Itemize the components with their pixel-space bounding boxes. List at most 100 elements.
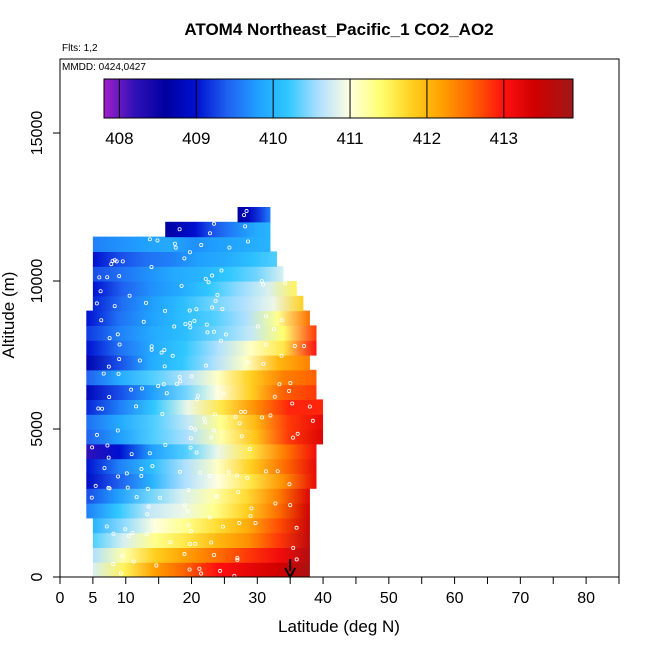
sample-point <box>236 490 241 495</box>
sample-point <box>275 469 280 474</box>
sample-point <box>203 420 208 425</box>
sample-point <box>182 256 187 261</box>
sample-point <box>107 394 112 399</box>
sample-point <box>112 258 117 263</box>
sample-point <box>131 559 136 564</box>
sample-point <box>143 300 148 305</box>
sample-point <box>147 451 152 456</box>
sample-point <box>115 332 120 337</box>
y-tick-label: 0 <box>29 572 46 581</box>
sample-point <box>179 283 184 288</box>
sample-point <box>163 442 168 447</box>
sample-point <box>94 301 99 306</box>
sample-point <box>209 435 214 440</box>
sample-point <box>187 250 192 255</box>
colorbar-tick-label: 409 <box>182 129 210 148</box>
sample-point <box>105 443 110 448</box>
sample-point <box>195 397 200 402</box>
sample-point <box>245 475 250 480</box>
sample-point <box>199 243 204 248</box>
sample-point <box>283 280 288 285</box>
sample-point <box>211 329 216 334</box>
sample-point <box>247 447 252 452</box>
colorbar-tick-label: 411 <box>336 129 363 148</box>
sample-points <box>89 209 315 577</box>
sample-point <box>212 412 217 417</box>
sample-point <box>235 556 240 561</box>
sample-point <box>117 274 122 279</box>
sample-point <box>294 525 299 530</box>
sample-point <box>117 342 122 347</box>
colorbar-tick-label: 408 <box>105 129 133 148</box>
sample-point <box>268 413 273 418</box>
sample-point <box>202 416 207 421</box>
sample-point <box>255 324 260 329</box>
sample-point <box>186 488 191 493</box>
heatmap-layer <box>165 221 271 238</box>
sample-point <box>178 379 183 384</box>
sample-point <box>211 428 216 433</box>
heatmap-layer <box>86 503 310 519</box>
sample-point <box>129 452 134 457</box>
sample-point <box>288 381 293 386</box>
sample-point <box>199 571 204 576</box>
heatmap-layer <box>92 562 310 577</box>
sample-point <box>183 322 188 327</box>
heatmap-layer <box>92 281 297 297</box>
heatmap-layer <box>92 251 278 267</box>
heatmap-layer <box>92 266 284 282</box>
sample-point <box>162 348 167 353</box>
sample-point <box>198 470 203 475</box>
sample-point <box>117 357 122 362</box>
sample-point <box>172 324 177 329</box>
sample-point <box>207 473 212 478</box>
sample-point <box>105 275 110 280</box>
sample-point <box>182 552 187 557</box>
sample-point <box>145 486 150 491</box>
sample-point <box>207 515 212 520</box>
colorbar-tick-label: 413 <box>490 129 518 148</box>
sample-point <box>272 394 277 399</box>
sample-point <box>137 358 142 363</box>
sample-point <box>111 561 116 566</box>
sample-point <box>95 432 100 437</box>
x-tick-label: 70 <box>511 590 529 607</box>
sample-point <box>209 540 214 545</box>
sample-point <box>115 428 120 433</box>
sample-point <box>145 512 150 517</box>
heatmap-layer <box>86 310 310 326</box>
sample-point <box>164 391 169 396</box>
sample-point <box>189 374 194 379</box>
sample-point <box>158 495 163 500</box>
sample-point <box>188 325 193 330</box>
sample-point <box>173 245 178 250</box>
sample-point <box>263 314 268 319</box>
sample-point <box>259 279 264 284</box>
sample-point <box>147 237 152 242</box>
sample-point <box>214 494 219 499</box>
sample-point <box>172 241 177 246</box>
sample-point <box>243 409 248 414</box>
sample-point <box>116 474 121 479</box>
sample-point <box>273 501 278 506</box>
sample-point <box>260 415 265 420</box>
sample-point <box>239 434 244 439</box>
x-tick-label: 80 <box>577 590 595 607</box>
colorbar-tick-label: 410 <box>259 129 287 148</box>
sample-point <box>149 344 154 349</box>
heatmap-layer <box>86 429 324 445</box>
sample-point <box>245 239 250 244</box>
sample-point <box>140 386 145 391</box>
sample-point <box>213 298 218 303</box>
colorbar: 408 409 410 411 412 413 <box>103 78 574 148</box>
sample-point <box>106 364 111 369</box>
sample-point <box>261 361 266 366</box>
sample-point <box>118 571 123 576</box>
sample-point <box>310 418 315 423</box>
x-axis: 0 5 10 20 30 40 50 60 70 80 <box>56 577 620 607</box>
flights-note: Flts: 1,2 <box>62 43 98 54</box>
sample-point <box>188 445 193 450</box>
sample-point <box>207 231 212 236</box>
sample-point <box>139 467 144 472</box>
